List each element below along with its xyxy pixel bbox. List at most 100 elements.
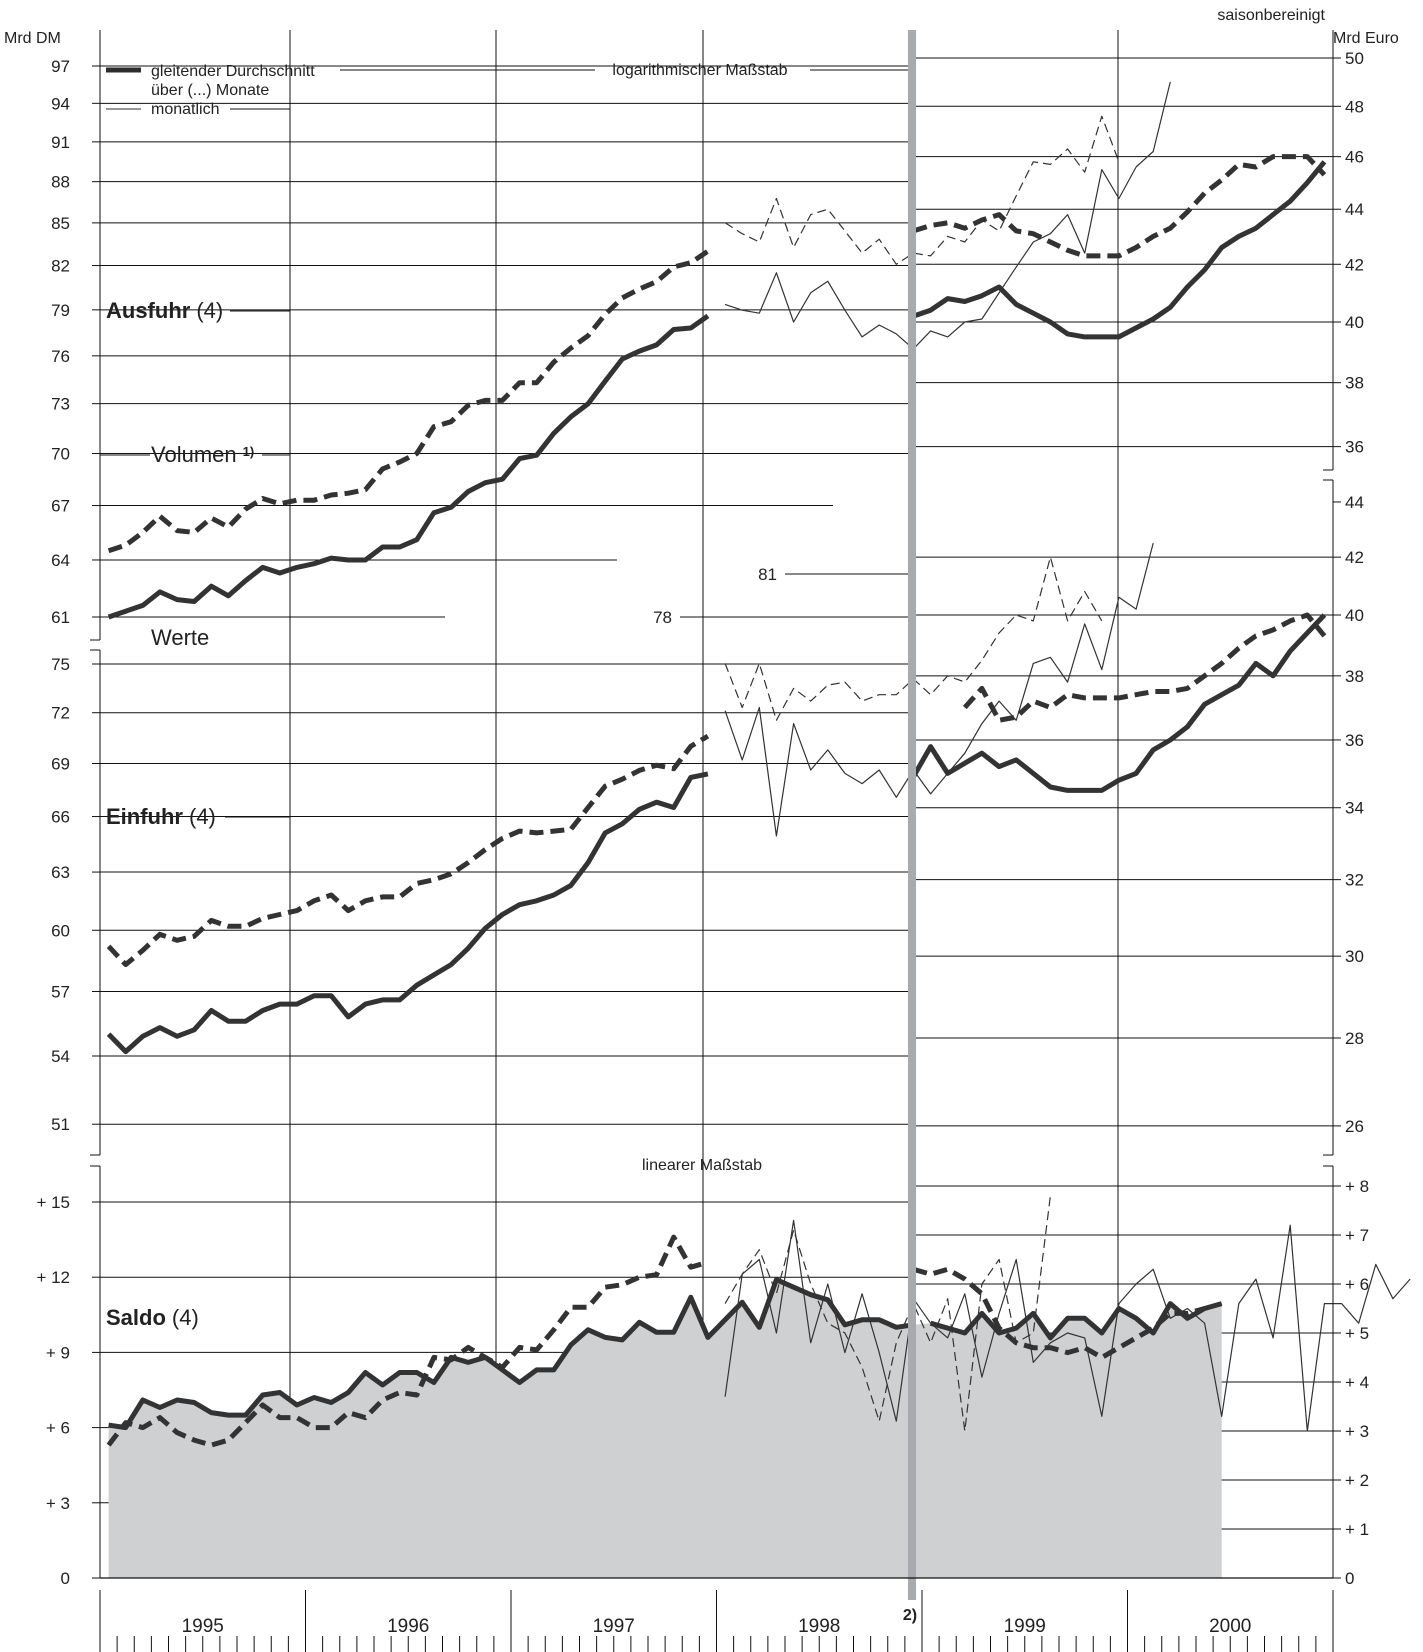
ticklabel-ausfuhr-right-42: 42: [1345, 255, 1364, 274]
ticklabel-ausfuhr-right-36: 36: [1345, 438, 1364, 457]
ticklabel-einfuhr-right-30: 30: [1345, 947, 1364, 966]
series-ausfuhr-volumen-avg-dm: [107, 249, 710, 554]
ticklabel-saldo-right-6: + 6: [1345, 1275, 1369, 1294]
ticklabel-ausfuhr-left-67: 67: [51, 497, 70, 516]
ticklabel-einfuhr-left-54: 54: [51, 1047, 70, 1066]
linear-scale-label: linearer Maßstab: [642, 1157, 762, 1174]
ticklabel-ausfuhr-right-50: 50: [1345, 49, 1364, 68]
ticklabel-einfuhr-right-42: 42: [1345, 548, 1364, 567]
series-ausfuhr-volumen-avg-euro: [912, 154, 1327, 259]
ticklabel-einfuhr-left-75: 75: [51, 655, 70, 674]
ticklabel-saldo-left-15: + 15: [36, 1193, 70, 1212]
ticklabel-ausfuhr-right-38: 38: [1345, 374, 1364, 393]
log-scale-label: logarithmischer Maßstab: [612, 62, 787, 79]
year-label-1998: 1998: [798, 1616, 840, 1637]
series-saldo-werte-monthly: [724, 1219, 1411, 1432]
ticklabel-einfuhr-left-69: 69: [51, 754, 70, 773]
volumen-label: Volumen 1): [151, 442, 254, 467]
ticklabel-saldo-left-9: + 9: [46, 1343, 70, 1362]
note-top-right: saisonbereinigt: [1217, 7, 1325, 24]
ausfuhr-title: Ausfuhr (4): [106, 298, 223, 323]
einfuhr-title: Einfuhr (4): [106, 804, 216, 829]
legend-monthly: monatlich: [151, 101, 219, 118]
ticklabel-einfuhr-left-66: 66: [51, 808, 70, 827]
ticklabel-ausfuhr-left-94: 94: [51, 94, 70, 113]
ticklabel-ausfuhr-right-46: 46: [1345, 148, 1364, 167]
ticklabel-saldo-left-12: + 12: [36, 1268, 70, 1287]
ticklabel-einfuhr-left-57: 57: [51, 982, 70, 1001]
currency-break-bar: [908, 30, 916, 1600]
series-ausfuhr-werte-avg-dm: [107, 313, 710, 620]
ticklabel-einfuhr-right-34: 34: [1345, 799, 1364, 818]
volumen-text: Volumen: [151, 442, 237, 467]
series-saldo-volumen-avg-euro: [912, 1266, 1206, 1360]
ticklabel-saldo-right-0: 0: [1345, 1569, 1354, 1588]
saldo-title: Saldo (4): [106, 1305, 199, 1330]
series-ausfuhr-volumen-monthly: [724, 115, 1120, 265]
ticklabel-ausfuhr-right-40: 40: [1345, 313, 1364, 332]
ticklabel-saldo-left-0: 0: [61, 1569, 70, 1588]
ticklabel-ausfuhr-left-61: 61: [51, 608, 70, 627]
werte-label: Werte: [151, 625, 209, 650]
saldo-months: (4): [172, 1305, 199, 1330]
ticklabel-saldo-right-1: + 1: [1345, 1520, 1369, 1539]
saldo-area: [108, 1279, 1222, 1578]
ticklabel-einfuhr-right-36: 36: [1345, 731, 1364, 750]
ticklabel-ausfuhr-left-88: 88: [51, 173, 70, 192]
year-label-1996: 1996: [387, 1616, 429, 1637]
ticklabel-ausfuhr-right-48: 48: [1345, 97, 1364, 116]
legend-moving-avg-line1: gleitender Durchschnitt: [151, 63, 315, 80]
ausfuhr-months: (4): [196, 298, 223, 323]
ticklabel-saldo-right-4: + 4: [1345, 1373, 1369, 1392]
ticklabel-einfuhr-left-63: 63: [51, 863, 70, 882]
ticklabel-einfuhr-right-40: 40: [1345, 606, 1364, 625]
year-label-2000: 2000: [1209, 1616, 1251, 1637]
volumen-footnote: 1): [243, 444, 255, 459]
series-saldo-volumen-avg-dm: [106, 1234, 709, 1448]
ticklabel-ausfuhr-left-82: 82: [51, 257, 70, 276]
ticklabel-einfuhr-right-32: 32: [1345, 871, 1364, 890]
ticklabel-einfuhr-left-51: 51: [51, 1115, 70, 1134]
ticklabel-ausfuhr-extra-81: 81: [758, 565, 777, 584]
break-label: 2): [903, 1607, 917, 1624]
ticklabel-saldo-right-2: + 2: [1345, 1471, 1369, 1490]
series-ausfuhr-werte-monthly: [724, 81, 1171, 350]
ticklabel-ausfuhr-left-76: 76: [51, 347, 70, 366]
series-einfuhr-werte-monthly: [724, 542, 1154, 837]
ticklabel-ausfuhr-left-85: 85: [51, 214, 70, 233]
ticklabel-ausfuhr-left-97: 97: [51, 57, 70, 76]
ticklabel-einfuhr-right-44: 44: [1345, 493, 1364, 512]
ticklabel-saldo-left-3: + 3: [46, 1494, 70, 1513]
series-saldo-werte-avg-euro: [929, 1301, 1223, 1341]
ticklabel-einfuhr-right-28: 28: [1345, 1029, 1364, 1048]
saldo-name: Saldo: [106, 1305, 166, 1330]
ticklabel-einfuhr-right-26: 26: [1345, 1117, 1364, 1136]
year-label-1999: 1999: [1004, 1616, 1046, 1637]
legend-moving-avg-line2: über (...) Monate: [151, 82, 269, 99]
ticklabel-einfuhr-left-60: 60: [51, 921, 70, 940]
series-einfuhr-werte-avg-dm: [106, 771, 709, 1055]
ticklabel-saldo-right-3: + 3: [1345, 1422, 1369, 1441]
series-einfuhr-volumen-avg-dm: [106, 733, 710, 968]
series-ausfuhr-werte-avg-euro: [912, 160, 1327, 340]
year-label-1997: 1997: [593, 1616, 635, 1637]
ticklabel-ausfuhr-left-79: 79: [51, 301, 70, 320]
ticklabel-ausfuhr-extra-78: 78: [653, 608, 672, 627]
ticklabel-saldo-right-5: + 5: [1345, 1324, 1369, 1343]
ticklabel-saldo-right-8: + 8: [1345, 1177, 1369, 1196]
left-unit-label: Mrd DM: [4, 30, 61, 47]
ticklabel-einfuhr-right-38: 38: [1345, 667, 1364, 686]
ausfuhr-name: Ausfuhr: [106, 298, 191, 323]
ticklabel-ausfuhr-left-73: 73: [51, 395, 70, 414]
ticklabel-einfuhr-left-72: 72: [51, 704, 70, 723]
ticklabel-ausfuhr-right-44: 44: [1345, 200, 1364, 219]
ticklabel-ausfuhr-left-70: 70: [51, 445, 70, 464]
ticklabel-saldo-right-7: + 7: [1345, 1226, 1369, 1245]
series-saldo-volumen-monthly: [724, 1195, 1051, 1432]
einfuhr-name: Einfuhr: [106, 804, 183, 829]
series-saldo-werte-avg-dm: [108, 1277, 914, 1431]
right-unit-label: Mrd Euro: [1333, 30, 1399, 47]
series-einfuhr-werte-avg-euro: [911, 613, 1327, 793]
